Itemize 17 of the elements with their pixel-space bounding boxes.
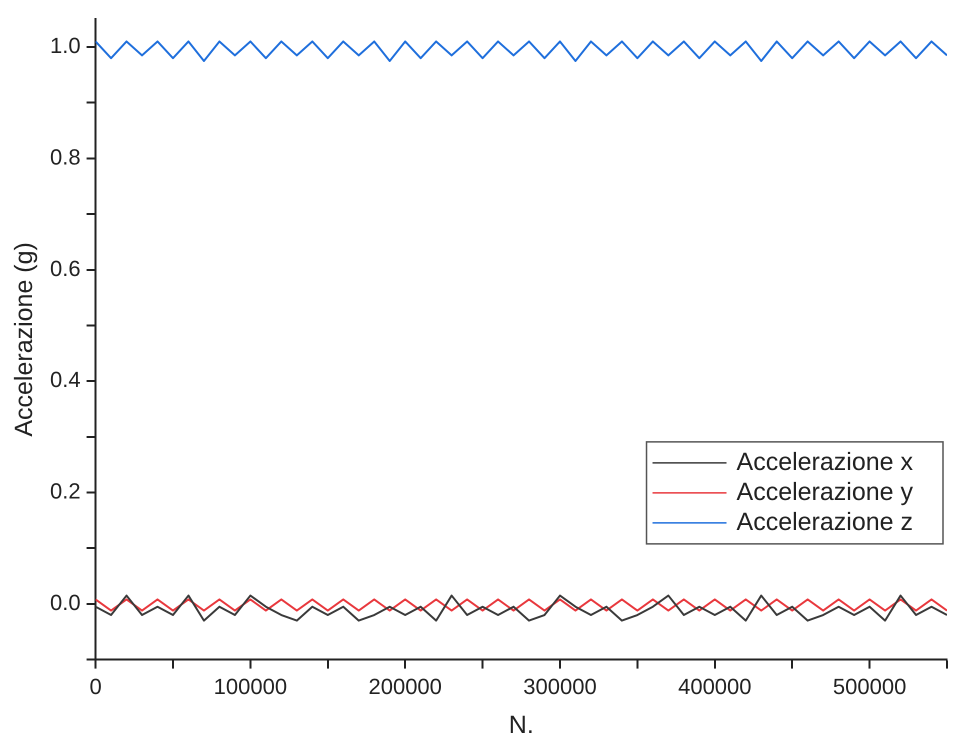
y-tick-label: 1.0: [50, 33, 81, 58]
y-tick-label: 0.4: [50, 367, 81, 392]
x-tick-label: 100000: [214, 674, 288, 699]
y-tick-label: 0.0: [50, 590, 81, 615]
legend-label: Accelerazione z: [736, 508, 914, 536]
y-tick-label: 0.8: [50, 144, 81, 170]
legend-label: Accelerazione y: [736, 478, 914, 506]
y-axis-title: Accelerazione (g): [10, 242, 38, 437]
legend-label: Accelerazione x: [736, 448, 914, 476]
x-tick-label: 200000: [368, 674, 442, 699]
x-axis-title: N.: [508, 710, 534, 739]
x-tick-label: 0: [89, 674, 102, 699]
y-tick-label: 0.2: [50, 478, 81, 504]
x-tick-label: 300000: [523, 674, 597, 699]
x-tick-label: 400000: [678, 674, 752, 699]
y-tick-label: 0.6: [50, 256, 81, 281]
x-tick-label: 500000: [832, 674, 906, 699]
